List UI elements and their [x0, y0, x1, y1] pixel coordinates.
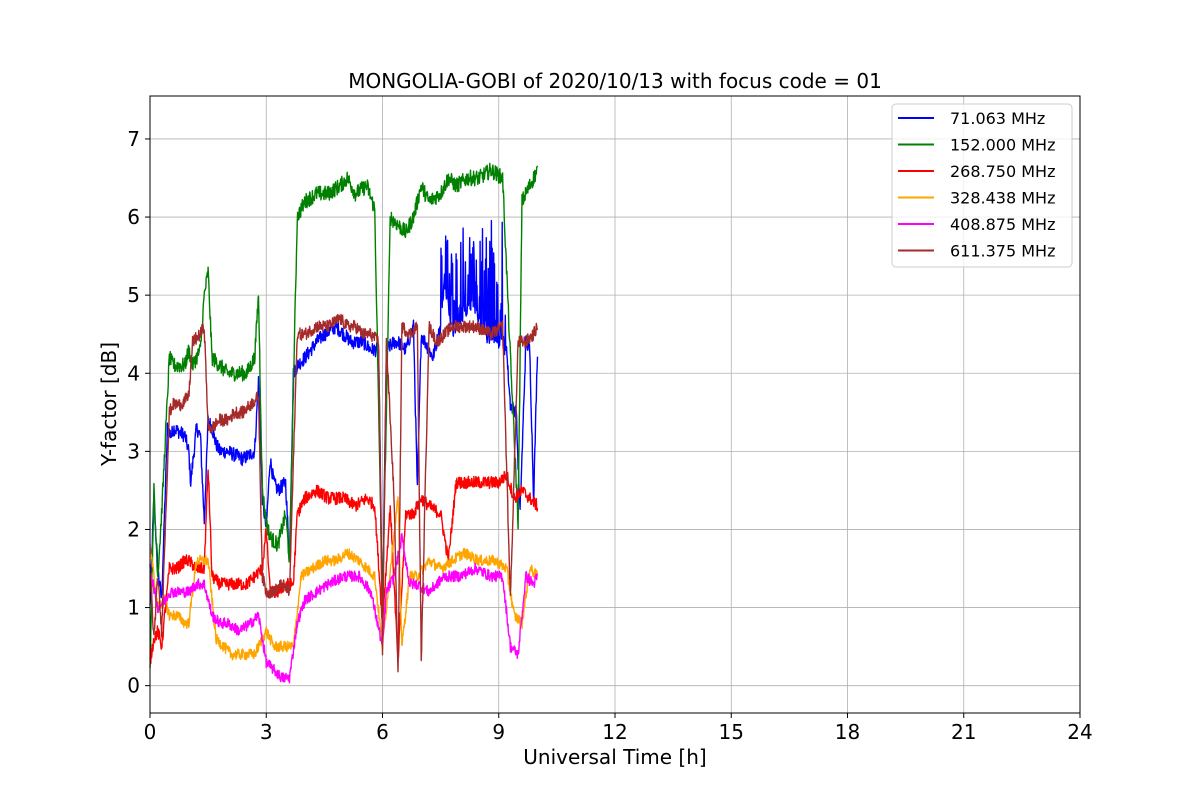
y-tick-label: 6 [127, 205, 140, 229]
series-line-1 [149, 162, 539, 668]
legend-label-1: 152.000 MHz [950, 136, 1055, 155]
legend-label-3: 328.438 MHz [950, 189, 1055, 208]
chart-title: MONGOLIA-GOBI of 2020/10/13 with focus c… [348, 69, 882, 93]
x-tick-label: 12 [602, 720, 627, 744]
x-tick-label: 3 [260, 720, 273, 744]
legend-box [891, 103, 1073, 268]
legend-label-5: 611.375 MHz [950, 242, 1055, 261]
legend-label-2: 268.750 MHz [950, 162, 1055, 181]
legend: 71.063 MHz 152.000 MHz 268.750 MHz 328.438 … [891, 103, 1073, 268]
series-line-5 [149, 313, 539, 673]
y-tick-label: 4 [127, 361, 140, 385]
legend-label-4: 408.875 MHz [950, 215, 1055, 234]
y-tick-label: 0 [127, 674, 140, 698]
series-line-0 [149, 219, 539, 619]
y-tick-label: 5 [127, 283, 140, 307]
y-tick-label: 1 [127, 596, 140, 620]
x-tick-label: 24 [1067, 720, 1092, 744]
x-tick-label: 0 [144, 720, 157, 744]
y-axis-label: Y-factor [dB] [97, 342, 121, 467]
y-tick-label: 7 [127, 127, 140, 151]
data-series [149, 162, 539, 684]
x-tick-label: 6 [376, 720, 389, 744]
x-tick-label: 18 [835, 720, 860, 744]
x-tick-label: 9 [492, 720, 505, 744]
x-axis-label: Universal Time [h] [523, 745, 706, 769]
legend-label-0: 71.063 MHz [950, 109, 1045, 128]
x-tick-label: 21 [951, 720, 976, 744]
y-tick-label: 3 [127, 439, 140, 463]
x-tick-label: 15 [719, 720, 744, 744]
y-tick-label: 2 [127, 517, 140, 541]
series-line-2 [149, 469, 539, 664]
series-line-3 [149, 496, 539, 661]
series-line-4 [149, 533, 539, 684]
